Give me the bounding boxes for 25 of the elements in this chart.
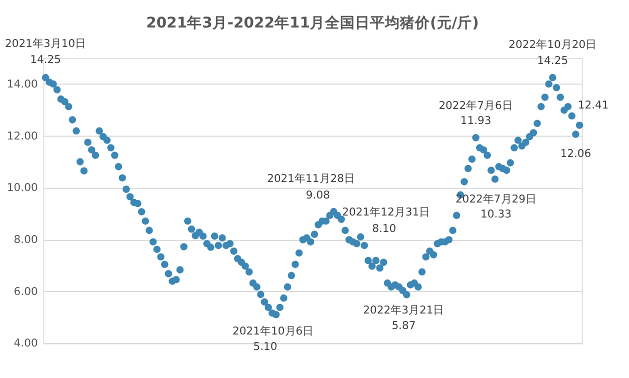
y-tick-label: 14.00: [6, 77, 38, 90]
data-label: 12.06: [560, 146, 592, 160]
chart-title: 2021年3月-2022年11月全国日平均猪价(元/斤): [146, 14, 479, 32]
annotation: 2022年7月6日: [438, 99, 513, 112]
y-tick-label: 8.00: [14, 232, 38, 246]
annotation: 2022年3月21日: [363, 303, 444, 316]
y-tick-label: 6.00: [14, 284, 38, 298]
text: 2022年10月20日: [508, 38, 597, 52]
annotation: 2021年10月6日: [232, 324, 314, 338]
data-label: 12.41: [578, 98, 609, 112]
data-label: 9.08: [306, 188, 330, 202]
data-label: 10.33: [480, 207, 512, 220]
data-label: 5.87: [392, 319, 416, 332]
y-tick-label: 10.00: [6, 181, 38, 194]
text: 2021年3月10日: [5, 37, 86, 50]
data-label: 11.93: [460, 114, 492, 127]
data-label: 14.25: [537, 54, 568, 67]
annotation: 2022年7月29日: [455, 192, 537, 206]
data-label: 14.25: [30, 52, 62, 66]
data-label: 8.10: [372, 222, 396, 235]
y-tick-label: 12.00: [6, 129, 38, 142]
annotation: 2021年12月31日: [342, 205, 430, 218]
annotation: 2021年11月28日: [267, 172, 356, 186]
data-label: 5.10: [253, 340, 278, 354]
y-tick-label: 4.00: [14, 336, 38, 350]
